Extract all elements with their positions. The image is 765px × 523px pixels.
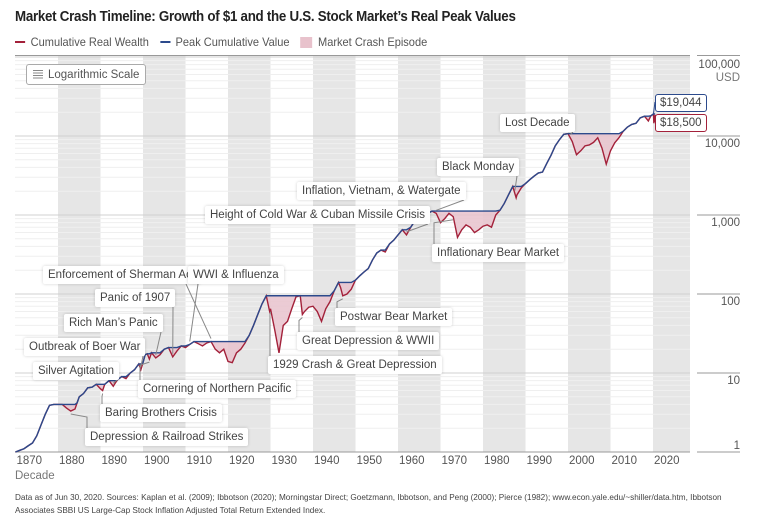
- annotation-label: Depression & Railroad Strikes: [85, 428, 249, 446]
- decade-band: [58, 56, 101, 452]
- x-tick-label: 1870: [16, 455, 43, 467]
- annotation-label: Height of Cold War & Cuban Missile Crisi…: [205, 206, 430, 224]
- annotation-label: Panic of 1907: [95, 289, 176, 307]
- annotation-label: Rich Man’s Panic: [64, 314, 163, 332]
- y-tick-label: 10: [727, 375, 740, 387]
- annotation-label: Inflation, Vietnam, & Watergate: [297, 182, 466, 200]
- current-value-label: $18,500: [655, 114, 707, 132]
- annotation-leader: [189, 283, 199, 342]
- annotation-label: Baring Brothers Crisis: [100, 404, 222, 422]
- annotation-leader: [101, 393, 104, 404]
- log-scale-label: Logarithmic Scale: [48, 68, 140, 81]
- y-unit-label: USD: [715, 72, 740, 84]
- legend-label: Market Crash Episode: [318, 35, 428, 49]
- wealth-swatch: [15, 41, 26, 43]
- x-tick-label: 2000: [569, 455, 595, 467]
- annotation-label: Silver Agitation: [33, 362, 120, 380]
- annotation-leader: [336, 298, 343, 308]
- legend-item-crash[interactable]: Market Crash Episode: [300, 35, 428, 49]
- x-tick-label: 1890: [101, 455, 128, 467]
- decade-band: [568, 56, 611, 452]
- footnote: Data as of Jun 30, 2020. Sources: Kaplan…: [15, 493, 722, 515]
- annotation-leader: [112, 379, 118, 384]
- legend-item-peak[interactable]: Peak Cumulative Value: [159, 35, 290, 49]
- annotation-leader: [185, 283, 212, 339]
- annotation-leader: [406, 223, 429, 233]
- peak-value-label: $19,044: [655, 94, 707, 112]
- annotation-label: Lost Decade: [500, 114, 575, 132]
- x-tick-label: 1970: [441, 455, 468, 467]
- annotation-leader: [298, 317, 303, 332]
- decade-band: [313, 56, 356, 452]
- x-tick-label: 1920: [229, 455, 255, 467]
- top-rule-axis: [697, 55, 740, 56]
- legend-label: Cumulative Real Wealth: [30, 35, 149, 49]
- peak-label-leader: [652, 101, 656, 114]
- annotation-leader: [139, 361, 150, 380]
- annotation-label: WWI & Influenza: [188, 266, 284, 284]
- legend-label: Peak Cumulative Value: [175, 35, 290, 49]
- annotation-leader: [514, 175, 518, 191]
- annotation-label: Cornering of Northern Pacific: [138, 380, 297, 398]
- annotation-leader: [269, 311, 271, 356]
- y-tick-label: 10,000: [704, 138, 740, 150]
- log-scale-toggle[interactable]: Logarithmic Scale: [26, 64, 147, 85]
- annotation-leader: [70, 413, 88, 428]
- annotation-label: Black Monday: [437, 158, 520, 176]
- x-tick-label: 1880: [59, 455, 85, 467]
- annotation-label: 1929 Crash & Great Depression: [268, 356, 442, 374]
- x-tick-label: 2010: [611, 455, 638, 467]
- legend: Cumulative Real Wealth Peak Cumulative V…: [15, 35, 427, 49]
- y-tick-label: 100: [720, 296, 740, 308]
- x-tick-label: 1990: [526, 455, 553, 467]
- x-tick-label: 2020: [654, 455, 680, 467]
- x-axis-title: Decade: [15, 470, 55, 482]
- top-rule: [15, 55, 690, 56]
- x-tick-label: 1960: [399, 455, 425, 467]
- annotation-label: Inflationary Bear Market: [432, 244, 565, 262]
- y-tick-label: 1: [733, 440, 740, 452]
- annotation-leader: [569, 131, 574, 135]
- list-icon: [33, 70, 43, 79]
- legend-item-wealth[interactable]: Cumulative Real Wealth: [15, 35, 149, 49]
- crash-swatch: [300, 36, 313, 48]
- peak-swatch: [159, 41, 171, 43]
- y-tick-label: 100,000: [698, 59, 740, 71]
- x-tick-label: 1940: [314, 455, 340, 467]
- x-tick-label: 1930: [271, 455, 298, 467]
- annotation-label: Postwar Bear Market: [335, 308, 453, 326]
- x-tick-label: 1950: [356, 455, 383, 467]
- x-tick-label: 1910: [186, 455, 213, 467]
- y-tick-label: 1,000: [711, 217, 740, 229]
- annotation-label: Outbreak of Boer War: [24, 338, 146, 356]
- annotation-leader: [155, 331, 162, 356]
- annotation-leader: [433, 219, 454, 244]
- annotation-leader: [436, 199, 465, 211]
- x-tick-label: 1900: [144, 455, 170, 467]
- annotation-label: Great Depression & WWII: [297, 332, 440, 350]
- x-tick-label: 1980: [484, 455, 510, 467]
- annotation-label: Enforcement of Sherman Act: [43, 266, 201, 284]
- chart-title: Market Crash Timeline: Growth of $1 and …: [15, 9, 516, 25]
